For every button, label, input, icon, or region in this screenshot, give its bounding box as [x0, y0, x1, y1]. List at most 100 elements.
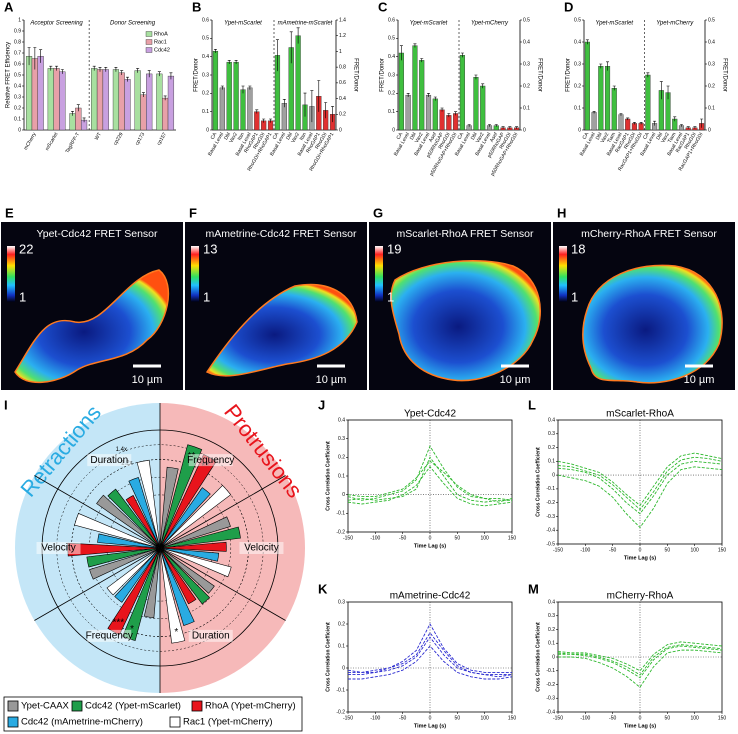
- colorbar-max: 13: [203, 241, 217, 256]
- x-tick-label: 0: [639, 547, 642, 553]
- colorbar-max: 22: [19, 241, 33, 256]
- line-series: [557, 466, 723, 529]
- y-tick-label: 0.5: [388, 36, 395, 42]
- y-tick-label: 0.6: [202, 17, 209, 23]
- group-label: Ypet-mScarlet: [595, 21, 633, 27]
- bar: [405, 94, 411, 131]
- y-tick-label: 0.4: [548, 417, 555, 423]
- x-tick-label: CA: [272, 131, 281, 141]
- error-bar: [585, 39, 589, 45]
- group-label: Ypet-mCherry: [471, 21, 509, 27]
- image-title: mScarlet-RhoA FRET Sensor: [397, 228, 534, 240]
- y-tick-label: 0.1: [338, 473, 345, 479]
- image-panel: 19 1 mScarlet-RhoA FRET Sensor 10 µm: [369, 222, 551, 390]
- bar: [281, 103, 287, 131]
- error-bar: [136, 68, 140, 73]
- bar: [102, 69, 109, 131]
- polar-bar: [86, 547, 161, 568]
- error-bar: [289, 31, 293, 64]
- x-tick-label: Dbl: [595, 132, 604, 142]
- label-bg: [87, 629, 132, 642]
- error-bar: [331, 106, 335, 123]
- x-tick-label: Dbl: [655, 132, 664, 142]
- y-tick-label: -0.1: [336, 511, 345, 517]
- colorbar-min: 1: [387, 289, 394, 304]
- bar: [53, 68, 60, 131]
- y-axis-label: Relative FRET Efficiency: [6, 42, 12, 108]
- label-bg: [87, 454, 132, 467]
- error-bar: [481, 83, 485, 89]
- line-series: [557, 452, 723, 507]
- y2-axis-label: FRET/Donor: [721, 58, 727, 92]
- error-bar: [686, 126, 690, 129]
- x-tick-label: -150: [553, 715, 563, 721]
- y-tick-label: 0.3: [202, 72, 209, 78]
- bar: [59, 71, 66, 131]
- sector-line: [34, 475, 161, 549]
- x-tick-label: 100: [480, 535, 489, 541]
- y2-tick-label: 0.6: [339, 80, 346, 86]
- line-series: [558, 649, 723, 688]
- polar-bar: [159, 547, 232, 578]
- y2-tick-label: 1.4: [339, 17, 346, 23]
- y2-tick-label: 0: [339, 127, 342, 133]
- line-series: [347, 445, 513, 503]
- line-series: [347, 465, 513, 507]
- y2-tick-label: 0.8: [339, 64, 346, 70]
- error-bar: [120, 70, 124, 75]
- error-bar: [33, 47, 37, 70]
- panel-label: M: [528, 581, 539, 596]
- x-tick-label: -50: [399, 535, 406, 541]
- error-bar: [275, 39, 279, 72]
- y-tick-label: 0.7: [14, 50, 21, 56]
- x-tick-label: Vav2: [660, 131, 671, 144]
- x-tick-label: CA: [582, 131, 591, 141]
- x-tick-label: -100: [370, 715, 380, 721]
- bar: [233, 61, 239, 131]
- x-tick-label: cp157: [156, 131, 168, 146]
- x-tick-label: Dbl: [409, 132, 418, 142]
- polar-bar: [107, 488, 161, 549]
- polar-bar: [159, 444, 203, 549]
- x-tick-label: -50: [609, 715, 616, 721]
- x-tick-label: 50: [665, 715, 671, 721]
- polar-bar: [159, 516, 231, 549]
- error-bar: [460, 52, 464, 58]
- colorbar-max: 19: [387, 241, 401, 256]
- legend-swatch: [71, 700, 83, 712]
- bar: [473, 76, 479, 131]
- bar: [625, 118, 631, 131]
- error-bar: [399, 45, 403, 61]
- x-tick-label: 100: [690, 547, 699, 553]
- y2-axis-label: FRET/Donor: [352, 58, 358, 92]
- sector-line: [159, 547, 286, 621]
- error-bar: [619, 113, 623, 116]
- y-tick-label: -0.1: [546, 486, 555, 492]
- legend-label: RhoA (Ypet-mCherry): [205, 701, 296, 712]
- y-tick-label: -0.1: [336, 687, 345, 693]
- y-tick-label: 0.4: [14, 83, 21, 89]
- x-tick-label: 0: [639, 715, 642, 721]
- bar: [604, 65, 611, 131]
- x-tick-label: Vav2: [414, 131, 425, 144]
- polar-bar: [106, 547, 161, 596]
- line-series: [348, 645, 513, 680]
- bar: [425, 94, 432, 131]
- error-bar: [49, 65, 53, 71]
- y-tick-label: -0.2: [336, 709, 345, 715]
- line-series: [347, 623, 512, 673]
- x-tick-label: Dbl: [223, 132, 232, 142]
- y-axis-label: Cross Correlation Coefficient: [535, 447, 541, 517]
- x-tick-label: CA: [396, 131, 405, 141]
- bar: [398, 52, 404, 131]
- y-tick-label: 0.1: [14, 116, 21, 122]
- bar: [91, 68, 98, 131]
- y-tick-label: 0.4: [202, 54, 209, 60]
- x-tick-label: mCherry: [23, 131, 38, 151]
- panel-label: I: [4, 397, 8, 412]
- x-tick-label: 100: [480, 715, 489, 721]
- bar: [453, 113, 459, 131]
- y2-tick-label: 0.4: [523, 39, 530, 45]
- x-tick-label: 150: [718, 547, 727, 553]
- y-tick-label: -0.4: [546, 528, 555, 534]
